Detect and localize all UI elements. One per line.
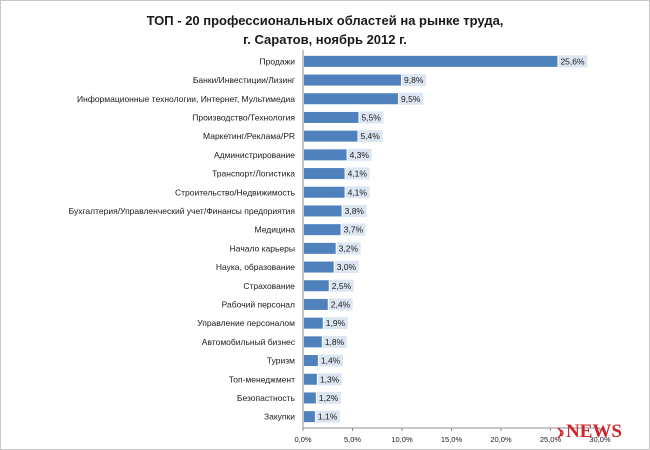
data-label-box: [323, 317, 348, 330]
data-label: 1,4%: [321, 356, 341, 366]
data-label-box: [322, 335, 347, 348]
x-tick-label: 25,0%: [540, 435, 562, 444]
chart-title-line-1: ТОП - 20 профессиональных областей на ры…: [146, 13, 504, 28]
data-label: 4,1%: [348, 187, 368, 197]
x-tick-label: 20,0%: [490, 435, 512, 444]
category-label: Страхование: [243, 281, 295, 291]
bar: [304, 186, 345, 198]
data-label-box: [334, 261, 359, 274]
category-label: Медицина: [255, 225, 296, 235]
data-label: 5,4%: [360, 131, 380, 141]
bar: [304, 355, 318, 367]
bar: [304, 280, 329, 292]
data-label: 3,0%: [337, 262, 357, 272]
data-label: 4,1%: [348, 169, 368, 179]
bar: [304, 392, 316, 404]
bar: [304, 336, 322, 348]
category-label: Информационные технологии, Интернет, Мул…: [77, 94, 295, 104]
category-label: Производство/Технология: [192, 112, 295, 122]
bar: [304, 224, 341, 236]
news-logo: NEWS: [566, 421, 622, 442]
category-label: Продажи: [260, 56, 296, 66]
data-label: 3,7%: [344, 225, 364, 235]
bar: [304, 149, 347, 161]
category-label: Управление персоналом: [197, 318, 295, 328]
data-label-box: [329, 279, 354, 292]
data-label-box: [317, 373, 342, 386]
category-label: Рабочий персонал: [222, 299, 295, 309]
bar: [304, 93, 399, 105]
x-tick-label: 30,0%: [589, 435, 611, 444]
x-tick-label: 0,0%: [294, 435, 311, 444]
data-label: 5,5%: [361, 112, 381, 122]
category-label: Наука, образование: [216, 262, 295, 272]
category-label: Администрирование: [214, 150, 295, 160]
data-label: 2,5%: [332, 281, 352, 291]
data-label-box: [328, 298, 353, 311]
data-label: 1,8%: [325, 337, 345, 347]
category-label: Закупки: [264, 412, 295, 422]
data-label-box: [318, 354, 343, 367]
data-label: 4,3%: [350, 150, 370, 160]
bar: [304, 205, 342, 217]
chart-title: ТОП - 20 профессиональных областей на ры…: [0, 11, 650, 49]
data-label: 3,2%: [339, 243, 359, 253]
bar: [304, 168, 345, 180]
data-label: 9,8%: [404, 75, 424, 85]
category-label: Безопастность: [237, 393, 296, 403]
data-label-box: [341, 223, 366, 236]
bar: [304, 130, 358, 142]
data-label-box: [315, 410, 340, 423]
data-label: 25,6%: [560, 56, 585, 66]
x-tick-label: 10,0%: [391, 435, 413, 444]
category-label: Туризм: [267, 356, 295, 366]
data-label-box: [347, 148, 372, 161]
category-label: Транспорт/Логистика: [212, 169, 295, 179]
bar: [304, 298, 328, 310]
signal-icon: [557, 427, 564, 439]
data-label-box: [345, 186, 370, 199]
data-label: 3,8%: [345, 206, 365, 216]
data-label-box: [316, 391, 341, 404]
data-label: 1,9%: [326, 318, 346, 328]
data-label-box: [558, 55, 588, 68]
bar: [304, 242, 336, 254]
x-tick-label: 5,0%: [344, 435, 361, 444]
data-label-box: [336, 242, 361, 255]
data-label-box: [399, 92, 424, 105]
chart-title-line-2: г. Саратов, ноябрь 2012 г.: [243, 32, 407, 47]
category-label: Банки/Инвестиции/Лизинг: [193, 75, 295, 85]
data-label-box: [402, 74, 427, 87]
bar: [304, 261, 334, 273]
category-label: Маркетинг/Реклама/PR: [203, 131, 295, 141]
data-label: 9,5%: [401, 94, 421, 104]
data-label-box: [342, 204, 367, 217]
bar: [304, 111, 359, 123]
category-label: Бухгалтерия/Управленческий учет/Финансы …: [69, 206, 296, 216]
bar: [304, 74, 402, 86]
bar: [304, 317, 323, 329]
category-label: Строительство/Недвижимость: [175, 187, 296, 197]
data-label-box: [359, 111, 384, 124]
data-label: 2,4%: [331, 299, 351, 309]
bar: [304, 373, 317, 385]
category-label: Автомобильный бизнес: [202, 337, 296, 347]
bar: [304, 411, 315, 423]
data-label: 1,2%: [319, 393, 339, 403]
data-label: 1,3%: [320, 374, 340, 384]
x-tick-label: 15,0%: [441, 435, 463, 444]
data-label-box: [358, 130, 383, 143]
category-label: Топ-менеджмент: [229, 374, 295, 384]
category-label: Начало карьеры: [230, 243, 295, 253]
bar: [304, 55, 558, 67]
data-label: 1,1%: [318, 412, 338, 422]
data-label-box: [345, 167, 370, 180]
